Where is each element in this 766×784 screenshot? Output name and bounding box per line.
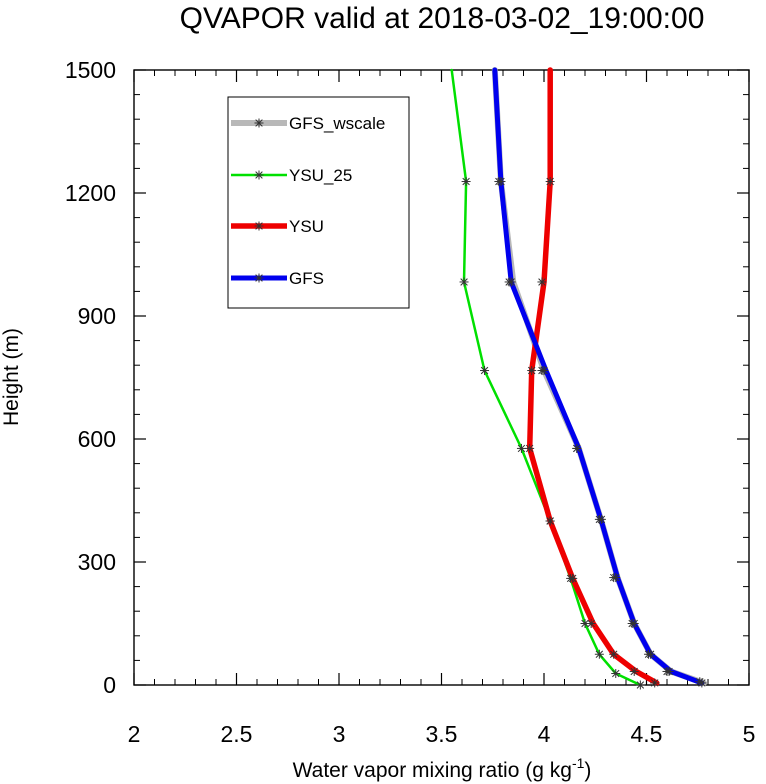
legend-label: GFS_wscale [289,114,385,133]
data-point-gfs [539,366,549,376]
data-point-ysu [537,277,547,287]
data-point-ysu-25 [516,443,526,453]
x-tick-label: 2 [128,721,141,747]
legend-item-ysu: YSU [231,217,324,236]
x-axis-label: Water vapor mixing ratio (g kg-1) [293,755,592,782]
data-point-ysu-25 [459,277,469,287]
x-tick-label: 4 [538,721,551,747]
data-point-gfs [646,649,656,659]
data-point-ysu-25 [594,649,604,659]
x-tick-label: 4.5 [631,721,663,747]
data-point-ysu [650,678,660,688]
legend-marker [254,118,264,128]
data-point-gfs [506,277,516,287]
data-point-gfs [697,678,707,688]
legend-label: YSU_25 [289,166,352,185]
y-axis-label: Height (m) [0,328,23,426]
data-point-gfs [611,573,621,583]
data-point-ysu [586,619,596,628]
plot-area [133,69,750,686]
data-point-gfs [496,177,506,187]
data-point-gfs [572,443,582,453]
series-line-gfs-wscale [491,67,707,686]
data-point-ysu-25 [635,680,645,690]
data-point-ysu [609,649,619,659]
data-point-ysu [545,177,555,187]
x-tick-label: 2.5 [221,721,253,747]
series-layer [450,67,707,690]
data-point-ysu [545,516,555,526]
chart-title: QVAPOR valid at 2018-03-02_19:00:00 [180,2,705,35]
data-point-ysu [568,573,578,583]
y-tick-label: 300 [78,549,116,575]
y-tick-label: 600 [78,426,116,452]
data-point-ysu-25 [611,669,621,679]
legend-marker [254,221,264,231]
legend-item-gfs: GFS [231,269,324,288]
y-tick-label: 0 [103,672,116,698]
data-point-ysu-25 [480,366,490,376]
data-point-ysu [527,366,537,376]
y-tick-label: 1200 [65,180,116,206]
x-axis-label-main: Water vapor mixing ratio (g kg [293,759,572,782]
data-point-ysu-25 [461,177,471,187]
data-point-gfs [664,666,674,676]
x-axis-label-superscript: -1 [572,755,585,771]
y-axis: 0 300 600 900 1200 1500 [65,57,749,698]
y-tick-label: 900 [78,303,116,329]
x-tick-label: 5 [743,721,756,747]
legend-box [227,96,410,309]
data-point-gfs [629,619,639,628]
x-tick-label: 3.5 [426,721,458,747]
plot-frame [133,69,750,686]
legend-item-ysu-25: YSU_25 [231,166,352,185]
legend-marker [254,273,264,283]
y-tick-label: 1500 [65,57,116,83]
series-line-gfs [492,67,705,686]
legend-marker [254,170,264,180]
legend-label: YSU [289,217,324,236]
legend-item-gfs-wscale: GFS_wscale [231,114,385,133]
data-point-ysu [525,443,535,453]
legend: GFS_wscale YSU_25 YSU GFS [227,96,410,309]
data-point-gfs [596,514,606,524]
data-point-ysu [629,666,639,676]
x-axis-label-end: ) [584,759,591,782]
x-tick-label: 3 [333,721,346,747]
x-axis: 2 2.5 3 3.5 4 4.5 5 [128,70,756,747]
legend-label: GFS [289,269,324,288]
